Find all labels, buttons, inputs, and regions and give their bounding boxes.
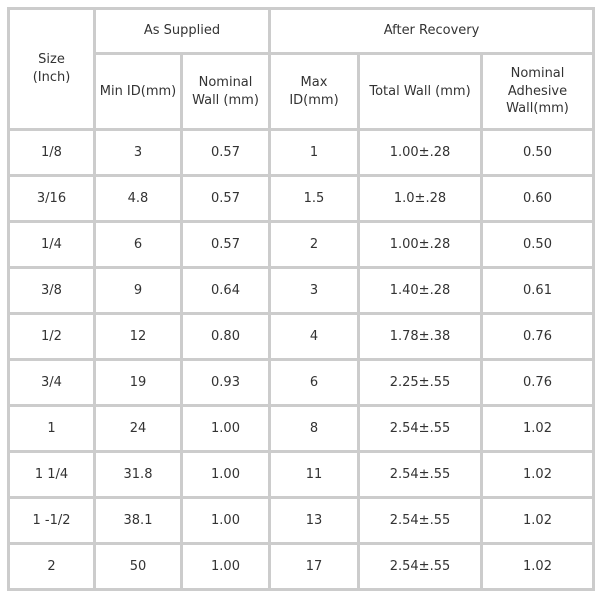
cell-adhesive-wall: 0.76 [479, 312, 596, 361]
cell-total-wall: 1.40±.28 [357, 266, 483, 315]
cell-size: 1 1/4 [7, 450, 96, 499]
cell-adhesive-wall: 1.02 [479, 450, 596, 499]
cell-size: 1/4 [7, 220, 96, 269]
cell-min-id: 50 [93, 542, 183, 591]
cell-min-id: 4.8 [93, 174, 183, 223]
cell-adhesive-wall: 1.02 [479, 542, 596, 591]
cell-total-wall: 1.00±.28 [357, 220, 483, 269]
cell-min-id: 9 [93, 266, 183, 315]
cell-min-id: 19 [93, 358, 183, 407]
cell-min-id: 24 [93, 404, 183, 453]
header-nominal-adhesive-wall: Nominal Adhesive Wall(mm) [479, 52, 596, 131]
header-min-id: Min ID(mm) [93, 52, 183, 131]
cell-max-id: 8 [268, 404, 360, 453]
cell-adhesive-wall: 1.02 [479, 496, 596, 545]
cell-nominal-wall: 0.64 [180, 266, 271, 315]
cell-max-id: 2 [268, 220, 360, 269]
cell-total-wall: 2.54±.55 [357, 404, 483, 453]
cell-size: 1/8 [7, 128, 96, 177]
cell-adhesive-wall: 1.02 [479, 404, 596, 453]
header-group-as-supplied: As Supplied [93, 7, 271, 55]
table-row: 1/4 6 0.57 2 1.00±.28 0.50 [7, 220, 596, 269]
cell-total-wall: 2.25±.55 [357, 358, 483, 407]
header-nominal-wall: Nominal Wall (mm) [180, 52, 271, 131]
cell-nominal-wall: 0.57 [180, 128, 271, 177]
cell-adhesive-wall: 0.61 [479, 266, 596, 315]
table-row: 3/16 4.8 0.57 1.5 1.0±.28 0.60 [7, 174, 596, 223]
cell-nominal-wall: 0.80 [180, 312, 271, 361]
cell-total-wall: 1.00±.28 [357, 128, 483, 177]
cell-max-id: 6 [268, 358, 360, 407]
header-total-wall: Total Wall (mm) [357, 52, 483, 131]
spec-table: Size (Inch) As Supplied After Recovery M… [7, 7, 596, 591]
cell-min-id: 31.8 [93, 450, 183, 499]
cell-max-id: 4 [268, 312, 360, 361]
header-size-inch: Size (Inch) [7, 7, 96, 131]
cell-adhesive-wall: 0.60 [479, 174, 596, 223]
cell-max-id: 17 [268, 542, 360, 591]
cell-min-id: 38.1 [93, 496, 183, 545]
cell-min-id: 12 [93, 312, 183, 361]
header-sub-row: Min ID(mm) Nominal Wall (mm) Max ID(mm) … [9, 52, 596, 131]
table-row: 1 -1/2 38.1 1.00 13 2.54±.55 1.02 [7, 496, 596, 545]
cell-total-wall: 2.54±.55 [357, 496, 483, 545]
header-group-after-recovery: After Recovery [267, 7, 596, 55]
cell-nominal-wall: 1.00 [180, 496, 271, 545]
table-row: 1 1/4 31.8 1.00 11 2.54±.55 1.02 [7, 450, 596, 499]
cell-min-id: 3 [93, 128, 183, 177]
cell-size: 3/16 [7, 174, 96, 223]
cell-nominal-wall: 0.57 [180, 174, 271, 223]
cell-nominal-wall: 1.00 [180, 450, 271, 499]
table-row: 1 24 1.00 8 2.54±.55 1.02 [7, 404, 596, 453]
cell-max-id: 3 [268, 266, 360, 315]
cell-size: 2 [7, 542, 96, 591]
cell-size: 1 -1/2 [7, 496, 96, 545]
cell-total-wall: 2.54±.55 [357, 450, 483, 499]
cell-size: 3/4 [7, 358, 96, 407]
cell-adhesive-wall: 0.50 [479, 220, 596, 269]
header-max-id: Max ID(mm) [268, 52, 360, 131]
cell-nominal-wall: 1.00 [180, 404, 271, 453]
cell-max-id: 1 [268, 128, 360, 177]
cell-max-id: 1.5 [268, 174, 360, 223]
cell-max-id: 11 [268, 450, 360, 499]
cell-size: 1 [7, 404, 96, 453]
cell-size: 3/8 [7, 266, 96, 315]
cell-total-wall: 2.54±.55 [357, 542, 483, 591]
cell-nominal-wall: 1.00 [180, 542, 271, 591]
cell-size: 1/2 [7, 312, 96, 361]
cell-total-wall: 1.78±.38 [357, 312, 483, 361]
cell-total-wall: 1.0±.28 [357, 174, 483, 223]
table-row: 1/2 12 0.80 4 1.78±.38 0.76 [7, 312, 596, 361]
table-row: 1/8 3 0.57 1 1.00±.28 0.50 [7, 128, 596, 177]
header-group-row: Size (Inch) As Supplied After Recovery [7, 7, 596, 131]
table-row: 2 50 1.00 17 2.54±.55 1.02 [7, 542, 596, 591]
cell-min-id: 6 [93, 220, 183, 269]
cell-adhesive-wall: 0.76 [479, 358, 596, 407]
cell-max-id: 13 [268, 496, 360, 545]
cell-nominal-wall: 0.93 [180, 358, 271, 407]
cell-nominal-wall: 0.57 [180, 220, 271, 269]
cell-adhesive-wall: 0.50 [479, 128, 596, 177]
table-row: 3/4 19 0.93 6 2.25±.55 0.76 [7, 358, 596, 407]
table-row: 3/8 9 0.64 3 1.40±.28 0.61 [7, 266, 596, 315]
